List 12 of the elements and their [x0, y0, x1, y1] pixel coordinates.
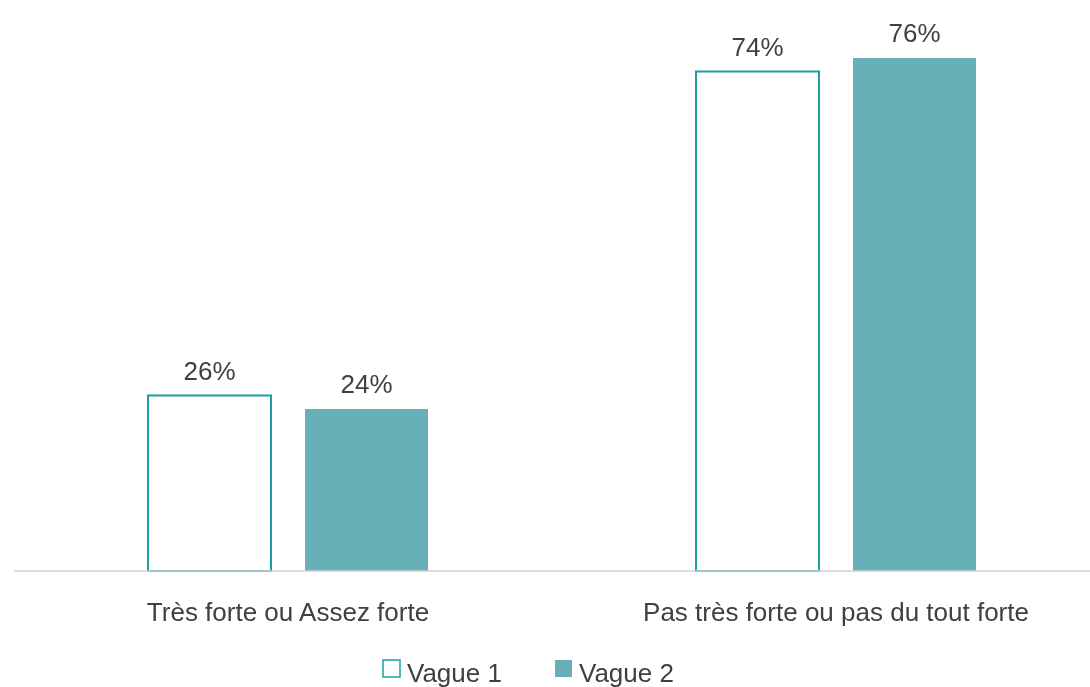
data-label: 76% [888, 18, 941, 48]
bar [695, 70, 820, 572]
data-label: 74% [731, 31, 784, 62]
x-tick-label: Très forte ou Assez forte [146, 597, 430, 627]
bar [305, 409, 428, 571]
legend-label: Vague 2 [579, 658, 674, 687]
legend-label: Vague 1 [407, 658, 502, 687]
bar [853, 58, 976, 571]
bar [147, 394, 272, 572]
data-label: 26% [183, 355, 236, 386]
data-label: 24% [340, 369, 393, 399]
x-tick-label: Pas très forte ou pas du tout forte [643, 597, 1029, 627]
